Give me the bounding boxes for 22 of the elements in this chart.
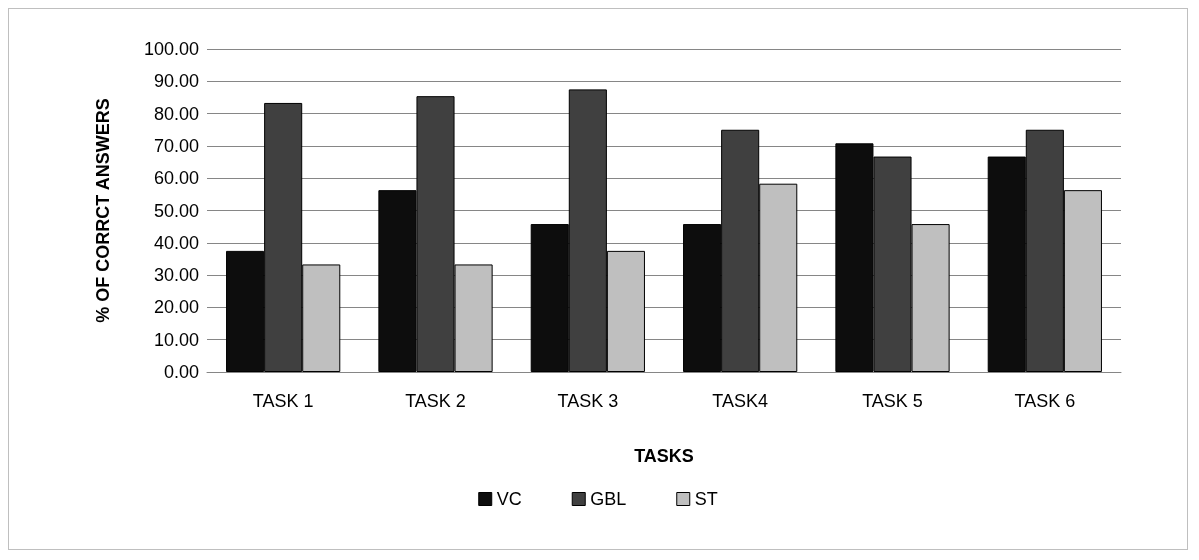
x-tick-label: TASK4: [712, 391, 769, 411]
x-tick-label: TASK 2: [405, 391, 466, 411]
y-axis-title: % OF CORRCT ANSWERS: [93, 98, 113, 323]
y-tick-label: 80.00: [153, 103, 199, 124]
y-tick-label: 20.00: [153, 297, 199, 318]
x-tick-label: TASK 5: [862, 391, 923, 411]
y-tick-label: 10.00: [153, 329, 199, 350]
y-tick-label: 100.00: [143, 39, 199, 59]
legend-label: VC: [496, 489, 522, 509]
y-tick-label: 70.00: [153, 135, 199, 156]
y-tick-label: 60.00: [153, 168, 199, 189]
legend-label: GBL: [590, 489, 627, 509]
legend-label: ST: [694, 489, 718, 509]
y-tick-label: 0.00: [163, 362, 199, 382]
y-tick-label: 50.00: [153, 200, 199, 221]
y-tick-label: 90.00: [153, 71, 199, 92]
y-tick-label: 30.00: [153, 265, 199, 286]
x-axis-title: TASKS: [634, 446, 694, 466]
y-tick-label: 40.00: [153, 232, 199, 253]
x-tick-label: TASK 6: [1014, 391, 1076, 411]
x-tick-label: TASK 3: [557, 391, 619, 411]
x-tick-label: TASK 1: [252, 391, 314, 411]
